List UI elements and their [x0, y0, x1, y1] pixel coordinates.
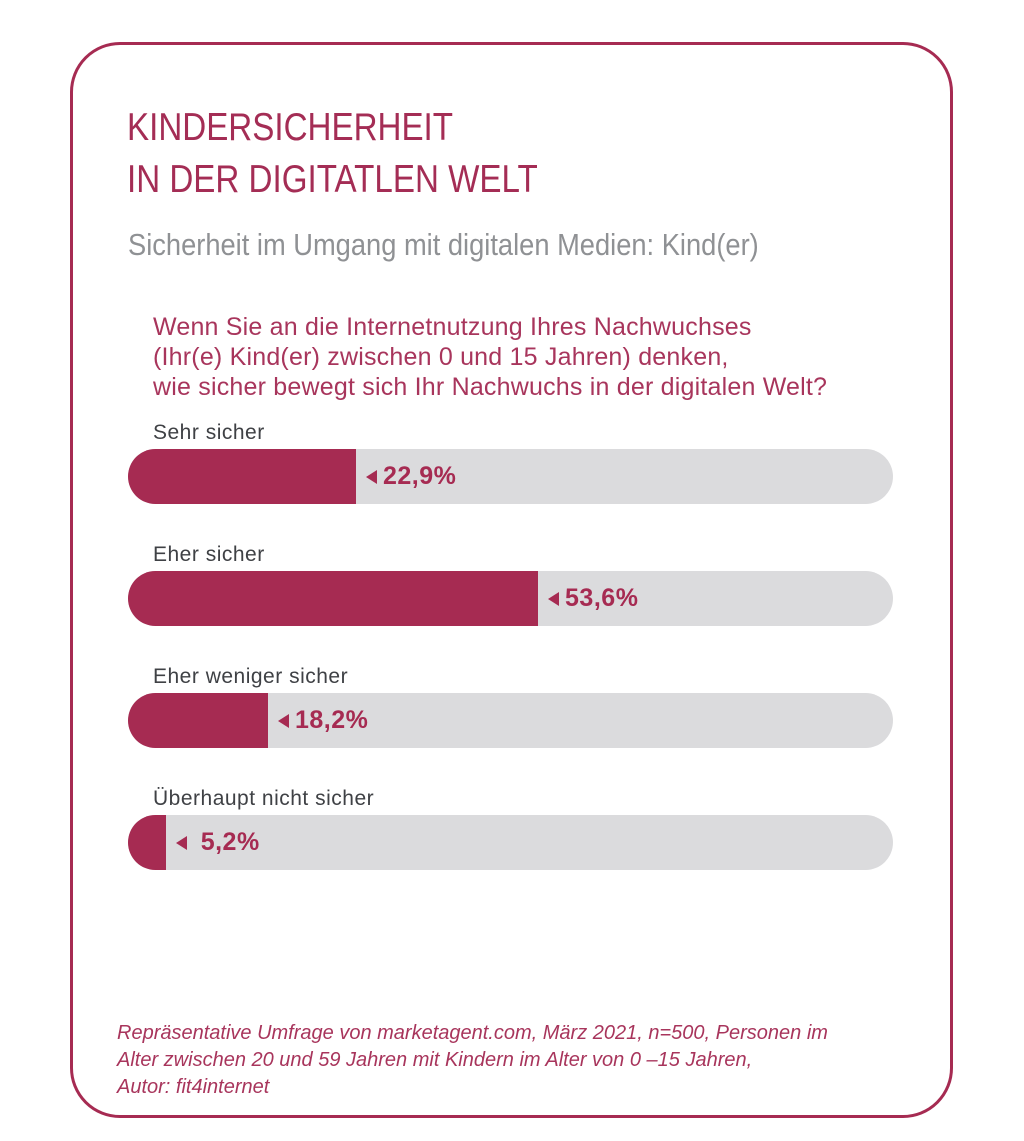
survey-question: Wenn Sie an die Internetnutzung Ihres Na… [153, 312, 950, 402]
bar-label: Sehr sicher [153, 421, 265, 444]
bar-value: 22,9% [365, 449, 457, 504]
bar-label: Eher weniger sicher [153, 665, 349, 688]
bar-track: 22,9% [128, 449, 893, 504]
title-line-1: KINDERSICHERHEIT [127, 106, 454, 149]
bar-fill [128, 571, 539, 626]
source-line-1: Repräsentative Umfrage von marketagent.c… [117, 1022, 828, 1044]
source-line-2: Alter zwischen 20 und 59 Jahren mit Kind… [117, 1049, 753, 1071]
arrow-left-icon [365, 469, 377, 484]
arrow-left-icon [277, 713, 289, 728]
question-line-2: (Ihr(e) Kind(er) zwischen 0 und 15 Jahre… [153, 343, 729, 371]
bar-track: 18,2% [128, 693, 893, 748]
bar-row-sehr-sicher: Sehr sicher 22,9% [128, 420, 893, 504]
bar-row-eher-sicher: Eher sicher 53,6% [128, 542, 893, 626]
bar-value-label: 5,2% [193, 828, 260, 856]
bar-row-eher-weniger-sicher: Eher weniger sicher 18,2% [128, 664, 893, 748]
bar-value: 18,2% [277, 693, 369, 748]
bar-value-label: 22,9% [382, 462, 457, 490]
bar-value-label: 18,2% [294, 706, 369, 734]
arrow-left-icon [548, 591, 560, 606]
bar-fill [128, 449, 356, 504]
bar-value: 5,2% [176, 815, 259, 870]
question-line-1: Wenn Sie an die Internetnutzung Ihres Na… [153, 313, 752, 341]
source-line-3: Autor: fit4internet [117, 1076, 270, 1098]
title-line-2: IN DER DIGITATLEN WELT [127, 158, 538, 201]
bar-track: 5,2% [128, 815, 893, 870]
bar-chart: Sehr sicher 22,9% Eher sicher 53,6% [128, 420, 893, 870]
bar-fill [128, 815, 167, 870]
page-title: KINDERSICHERHEIT IN DER DIGITATLEN WELT [127, 102, 827, 206]
bar-value-label: 53,6% [565, 584, 639, 612]
question-line-3: wie sicher bewegt sich Ihr Nachwuchs in … [153, 373, 828, 401]
bar-value: 53,6% [548, 571, 638, 626]
bar-track: 53,6% [128, 571, 893, 626]
arrow-left-icon [176, 835, 188, 850]
bar-label: Eher sicher [153, 543, 265, 566]
bar-fill [128, 693, 268, 748]
infographic-card: KINDERSICHERHEIT IN DER DIGITATLEN WELT … [70, 42, 953, 1118]
source-note: Repräsentative Umfrage von marketagent.c… [117, 1020, 828, 1101]
bar-label: Überhaupt nicht sicher [153, 787, 375, 810]
bar-row-ueberhaupt-nicht-sicher: Überhaupt nicht sicher 5,2% [128, 786, 893, 870]
subtitle: Sicherheit im Umgang mit digitalen Medie… [128, 227, 759, 262]
